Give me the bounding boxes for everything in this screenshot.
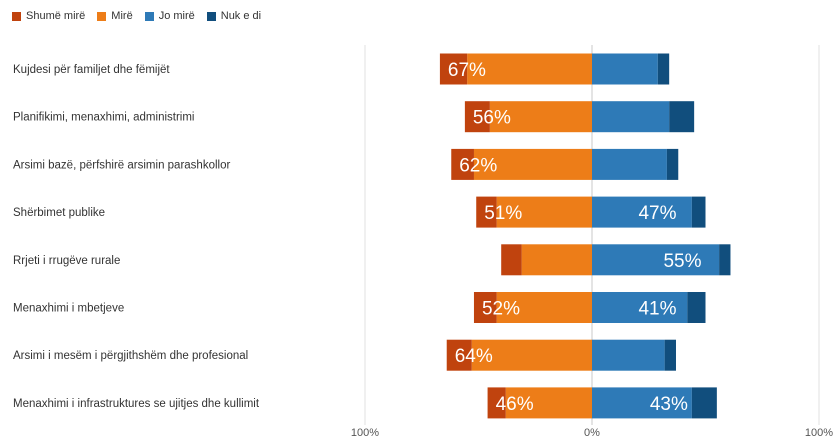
- legend-item-jo-mire: Jo mirë: [144, 10, 195, 22]
- bar-shume-mire: [464, 101, 490, 133]
- bar-jo-mire: [592, 292, 688, 323]
- legend-item-shume-mire: Shumë mirë: [12, 10, 85, 22]
- data-label-negative: 47%: [638, 203, 676, 224]
- bar-shume-mire: [451, 148, 474, 180]
- bar-jo-mire: [592, 387, 692, 419]
- legend-swatch-nuk-e-di: [206, 11, 216, 21]
- category-label: Menaxhimi i infrastruktures se ujitjes d…: [13, 398, 260, 410]
- data-label-positive: 64%: [455, 346, 493, 367]
- bar-nuk-e-di: [669, 101, 695, 133]
- bar-jo-mire: [592, 244, 720, 276]
- legend-swatch-mire: [97, 11, 107, 21]
- data-label-positive: 56%: [473, 108, 511, 129]
- bar-nuk-e-di: [687, 292, 706, 323]
- bar-jo-mire: [592, 339, 665, 371]
- category-label: Planifikimi, menaxhimi, administrimi: [13, 112, 194, 124]
- category-label: Kujdesi për familjet dhe fëmijët: [13, 64, 170, 76]
- bar-mire: [489, 101, 592, 133]
- bar-mire: [496, 292, 592, 323]
- data-label-positive: 46%: [496, 394, 534, 415]
- bar-shume-mire: [439, 53, 468, 85]
- legend: Shumë mirë Mirë Jo mirë Nuk e di: [12, 10, 261, 22]
- bar-nuk-e-di: [691, 387, 717, 419]
- legend-label-nuk-e-di: Nuk e di: [220, 10, 262, 22]
- legend-label-shume-mire: Shumë mirë: [26, 10, 86, 22]
- legend-item-mire: Mirë: [97, 10, 133, 22]
- data-label-positive: 52%: [482, 299, 520, 320]
- bar-jo-mire: [592, 53, 658, 85]
- legend-label-jo-mire: Jo mirë: [158, 10, 195, 22]
- bar-shume-mire: [501, 244, 522, 276]
- bar-nuk-e-di: [664, 339, 676, 371]
- legend-label-mire: Mirë: [111, 10, 133, 22]
- bar-nuk-e-di: [691, 196, 706, 228]
- category-label: Rrjeti i rrugëve rurale: [13, 255, 120, 267]
- x-tick-label: 0%: [584, 427, 600, 439]
- data-label-negative: 41%: [638, 299, 676, 320]
- bar-mire: [505, 387, 592, 419]
- bar-jo-mire: [592, 196, 692, 228]
- bar-mire: [521, 244, 592, 276]
- data-label-positive: 62%: [459, 155, 497, 176]
- category-label: Shërbimet publike: [13, 207, 105, 219]
- bar-mire: [473, 148, 592, 180]
- bar-shume-mire: [487, 387, 506, 419]
- bar-mire: [496, 196, 592, 228]
- bar-mire: [467, 53, 592, 85]
- data-label-positive: 51%: [484, 203, 522, 224]
- legend-item-nuk-e-di: Nuk e di: [206, 10, 262, 22]
- bar-shume-mire: [473, 292, 497, 323]
- legend-swatch-jo-mire: [144, 11, 154, 21]
- data-label-negative: 55%: [663, 251, 701, 272]
- category-label: Menaxhimi i mbetjeve: [13, 303, 124, 315]
- bar-jo-mire: [592, 148, 667, 180]
- bar-jo-mire: [592, 101, 670, 133]
- bar-nuk-e-di: [657, 53, 670, 85]
- bar-shume-mire: [476, 196, 497, 228]
- data-label-negative: 43%: [650, 394, 688, 415]
- bar-mire: [471, 339, 592, 371]
- bar-shume-mire: [446, 339, 472, 371]
- category-label: Arsimi bazë, përfshirë arsimin parashkol…: [13, 159, 230, 171]
- category-label: Arsimi i mesëm i përgjithshëm dhe profes…: [13, 350, 248, 362]
- bar-nuk-e-di: [719, 244, 731, 276]
- x-tick-label: 100%: [351, 427, 379, 439]
- legend-swatch-shume-mire: [12, 11, 21, 21]
- data-label-positive: 67%: [448, 60, 486, 81]
- bar-nuk-e-di: [666, 148, 679, 180]
- x-tick-label: 100%: [805, 427, 833, 439]
